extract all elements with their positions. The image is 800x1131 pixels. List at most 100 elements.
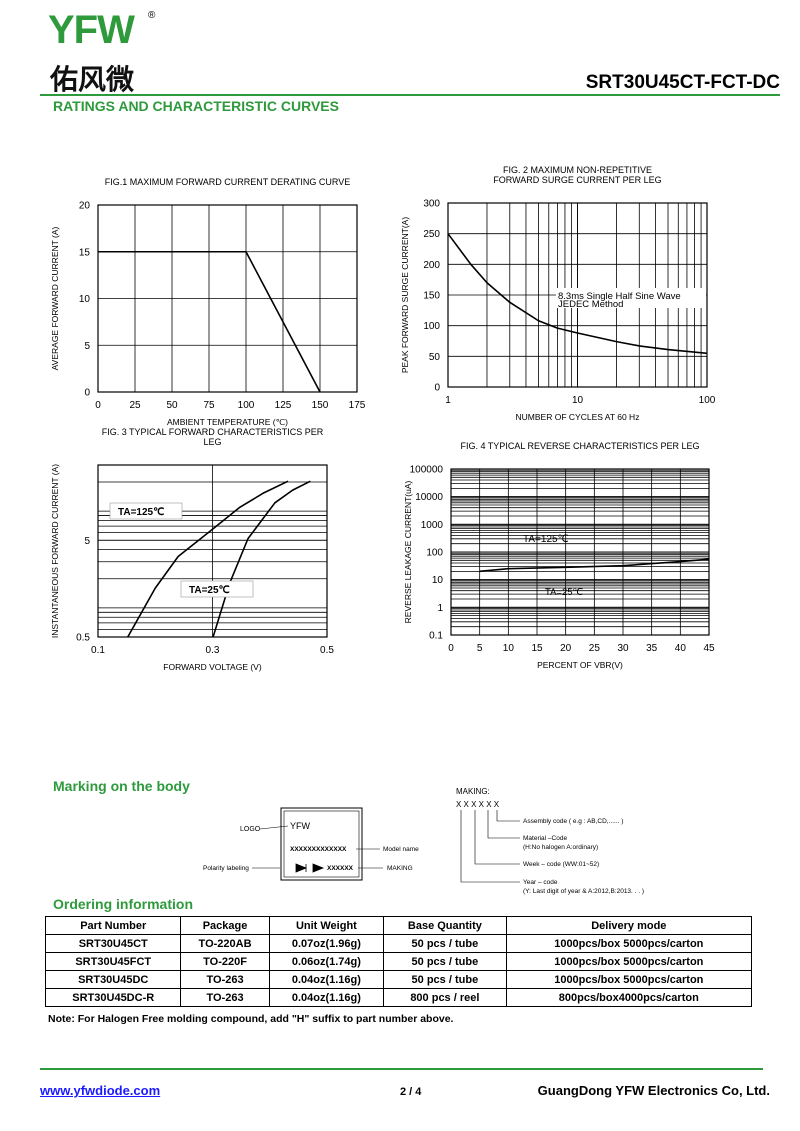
y-axis-label: PEAK FORWARD SURGE CURRENT(A) <box>400 217 410 373</box>
x-tick-label: 175 <box>349 400 366 411</box>
x-tick-label: 100 <box>699 395 716 406</box>
x-tick-label: 1 <box>445 395 451 406</box>
chart-title: FIG. 2 MAXIMUM NON-REPETITIVE <box>503 165 652 175</box>
table-row: SRT30U45DC TO-263 0.04oz(1.16g) 50 pcs / tu… <box>44 970 753 989</box>
table-cell: SRT30U45CT <box>44 934 182 953</box>
marking-text: Material –Code <box>523 835 567 842</box>
part-number: SRT30U45CT-FCT-DC <box>585 72 780 93</box>
table-cell: Delivery mode <box>505 916 753 935</box>
x-tick-label: 45 <box>703 643 715 654</box>
y-axis-label: REVERSE LEAKAGE CURRENT(uA) <box>403 481 413 624</box>
x-axis-label: NUMBER OF CYCLES AT 60 Hz <box>516 412 640 422</box>
x-tick-label: 125 <box>275 400 292 411</box>
arrow <box>259 825 289 830</box>
y-tick-label: 250 <box>423 229 440 240</box>
table-row: SRT30U45CT TO-220AB 0.07oz(1.96g) 50 pcs / … <box>44 934 753 953</box>
y-tick-label: 5 <box>84 341 90 352</box>
x-tick-label: 20 <box>560 643 572 654</box>
x-tick-label: 30 <box>617 643 629 654</box>
y-tick-label: 0 <box>84 388 90 399</box>
series-label-box <box>180 580 254 598</box>
x-tick-label: 10 <box>503 643 515 654</box>
x-axis-label: PERCENT OF VBR(V) <box>537 660 623 670</box>
marking-text: XXXXXX <box>327 865 354 872</box>
series-line <box>479 558 710 573</box>
chart-title: FIG.1 MAXIMUM FORWARD CURRENT DERATING C… <box>105 177 351 187</box>
marking-text: Assembly code ( e.g : AB,CD,...... ) <box>523 818 623 825</box>
y-tick-label: 10 <box>432 575 444 586</box>
table-header: Part Number Package Unit Weight Base Quanti… <box>44 916 753 935</box>
y-tick-label: 100 <box>423 321 440 332</box>
x-tick-label: 75 <box>203 400 215 411</box>
arrow <box>474 810 520 865</box>
x-tick-label: 0.3 <box>206 645 220 656</box>
annotation: 8.3ms Single Half Sine Wave <box>558 291 681 302</box>
table-cell: SRT30U45DC <box>44 970 182 989</box>
table-cell: Package <box>180 916 270 935</box>
marking-body-inner <box>283 810 360 878</box>
x-tick-label: 40 <box>675 643 687 654</box>
arrow <box>460 810 520 883</box>
y-tick-label: 0 <box>434 383 440 394</box>
table-cell: TO-263 <box>180 970 270 989</box>
x-axis-label: AMBIENT TEMPERATURE (℃) <box>167 417 288 427</box>
table-cell: 0.04oz(1.16g) <box>268 988 385 1007</box>
table-cell: SRT30U45DC-R <box>44 988 182 1007</box>
table-cell: TO-263 <box>180 988 270 1007</box>
x-tick-label: 0.5 <box>320 645 334 656</box>
series-label: TA=25℃ <box>189 585 230 596</box>
table-cell: 50 pcs / tube <box>383 952 507 971</box>
table-cell: SRT30U45FCT <box>44 952 182 971</box>
y-tick-label: 150 <box>423 291 440 302</box>
footer-url[interactable]: www.yfwdiode.com <box>40 1083 161 1098</box>
marking-text: YFW <box>290 821 311 831</box>
table-cell: 50 pcs / tube <box>383 934 507 953</box>
y-tick-label: 100 <box>426 548 443 559</box>
plot-frame <box>97 464 328 638</box>
ordering-table: Part Number Package Unit Weight Base Quanti… <box>44 916 753 1007</box>
marking-text: Polarity labeling <box>203 865 249 872</box>
logo-cn: 佑风微 <box>50 64 135 95</box>
marking-text: (H:No halogen A:ordinary) <box>523 844 598 851</box>
ordering-title: Ordering information <box>53 896 193 912</box>
ordering-note: Note: For Halogen Free molding compound,… <box>48 1013 454 1025</box>
x-tick-label: 15 <box>531 643 543 654</box>
table-cell: 0.04oz(1.16g) <box>268 970 385 989</box>
x-tick-label: 25 <box>589 643 601 654</box>
footer-rule <box>40 1068 763 1070</box>
y-tick-label: 20 <box>79 201 91 212</box>
y-tick-label: 10 <box>79 294 91 305</box>
x-tick-label: 100 <box>238 400 255 411</box>
annotation: JEDEC Method <box>558 299 623 310</box>
table-cell: 50 pcs / tube <box>383 970 507 989</box>
series-line <box>212 480 311 638</box>
arrow <box>487 810 520 839</box>
series-label-box <box>109 502 183 520</box>
y-tick-label: 15 <box>79 247 91 258</box>
y-tick-label: 200 <box>423 260 440 271</box>
table-cell: 0.07oz(1.96g) <box>268 934 385 953</box>
table-row: SRT30U45FCT TO-220F 0.06oz(1.74g) 50 pcs / … <box>44 952 753 971</box>
page-number: 2 / 4 <box>400 1086 422 1098</box>
table-cell: TO-220AB <box>180 934 270 953</box>
marking-text: MAKING <box>387 865 413 872</box>
x-tick-label: 0 <box>95 400 101 411</box>
y-tick-label: 0.1 <box>429 631 443 642</box>
company: GuangDong YFW Electronics Co, Ltd. <box>537 1083 770 1098</box>
logo: YFW <box>48 8 135 52</box>
diode-symbol <box>295 863 325 873</box>
arrow <box>496 810 520 822</box>
marking-text: (Y: Last digit of year & A:2012,B:2013. … <box>523 888 644 895</box>
marking-title: Marking on the body <box>53 778 190 794</box>
y-tick-label: 5 <box>84 536 90 547</box>
table-cell: 800 pcs / reel <box>383 988 507 1007</box>
table-cell: TO-220F <box>180 952 270 971</box>
table-cell: Unit Weight <box>268 916 385 935</box>
table-cell: Part Number <box>44 916 182 935</box>
header-rule <box>40 94 780 96</box>
section-title: RATINGS AND CHARACTERISTIC CURVES <box>53 98 339 114</box>
x-tick-label: 5 <box>477 643 483 654</box>
chart-title: FIG. 4 TYPICAL REVERSE CHARACTERISTICS P… <box>460 441 699 451</box>
